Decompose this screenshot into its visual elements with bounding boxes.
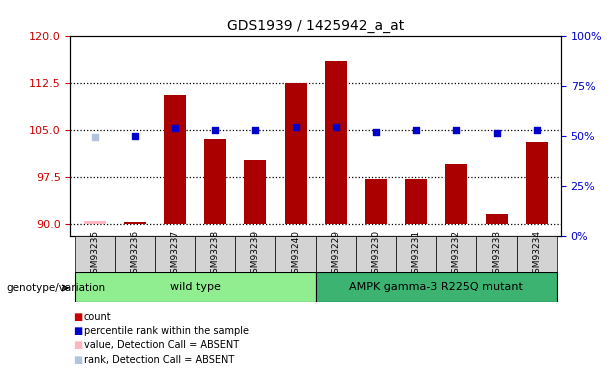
Point	[89, 134, 99, 140]
Bar	[476, 236, 517, 272]
Text: ■: ■	[74, 355, 83, 364]
Text: count: count	[84, 312, 112, 322]
Point	[291, 123, 300, 129]
Text: GSM93236: GSM93236	[131, 230, 139, 279]
Bar	[124, 222, 146, 224]
Bar	[75, 236, 115, 272]
Text: GSM93237: GSM93237	[170, 230, 180, 279]
Text: value, Detection Call = ABSENT: value, Detection Call = ABSENT	[84, 340, 239, 350]
Bar	[526, 142, 548, 224]
Text: GSM93232: GSM93232	[452, 230, 461, 279]
Point	[532, 127, 542, 133]
Text: AMPK gamma-3 R225Q mutant: AMPK gamma-3 R225Q mutant	[349, 282, 524, 292]
Text: GSM93238: GSM93238	[211, 230, 219, 279]
Bar	[83, 220, 105, 224]
Bar	[325, 61, 347, 224]
Title: GDS1939 / 1425942_a_at: GDS1939 / 1425942_a_at	[227, 19, 405, 33]
Text: GSM93230: GSM93230	[371, 230, 381, 279]
Bar	[517, 236, 557, 272]
Point	[210, 127, 220, 133]
Bar	[316, 272, 557, 302]
Text: ■: ■	[74, 326, 83, 336]
Point	[130, 133, 140, 139]
Text: GSM93231: GSM93231	[412, 230, 421, 279]
Bar	[405, 178, 427, 224]
Bar	[356, 236, 396, 272]
Bar	[164, 95, 186, 224]
Bar	[115, 236, 155, 272]
Point	[251, 127, 261, 133]
Text: ■: ■	[74, 312, 83, 322]
Text: genotype/variation: genotype/variation	[6, 283, 105, 293]
Bar	[235, 236, 275, 272]
Bar	[275, 236, 316, 272]
Text: GSM93240: GSM93240	[291, 230, 300, 279]
Text: ■: ■	[74, 340, 83, 350]
Point	[170, 125, 180, 131]
Bar	[445, 164, 468, 224]
Text: GSM93235: GSM93235	[90, 230, 99, 279]
Point	[331, 123, 341, 129]
Bar	[485, 214, 508, 224]
Text: rank, Detection Call = ABSENT: rank, Detection Call = ABSENT	[84, 355, 234, 364]
Point	[411, 127, 421, 133]
Bar	[316, 236, 356, 272]
Point	[492, 130, 501, 136]
Text: GSM93229: GSM93229	[331, 230, 340, 279]
Text: GSM93233: GSM93233	[492, 230, 501, 279]
Bar	[396, 236, 436, 272]
Bar	[436, 236, 476, 272]
Point	[371, 129, 381, 135]
Point	[452, 127, 462, 133]
Bar	[195, 236, 235, 272]
Text: percentile rank within the sample: percentile rank within the sample	[84, 326, 249, 336]
Text: wild type: wild type	[170, 282, 221, 292]
Bar	[75, 272, 316, 302]
Bar	[365, 178, 387, 224]
Bar	[204, 139, 226, 224]
Bar	[245, 160, 267, 224]
Text: GSM93234: GSM93234	[532, 230, 541, 279]
Bar	[284, 82, 306, 224]
Text: GSM93239: GSM93239	[251, 230, 260, 279]
Bar	[155, 236, 195, 272]
